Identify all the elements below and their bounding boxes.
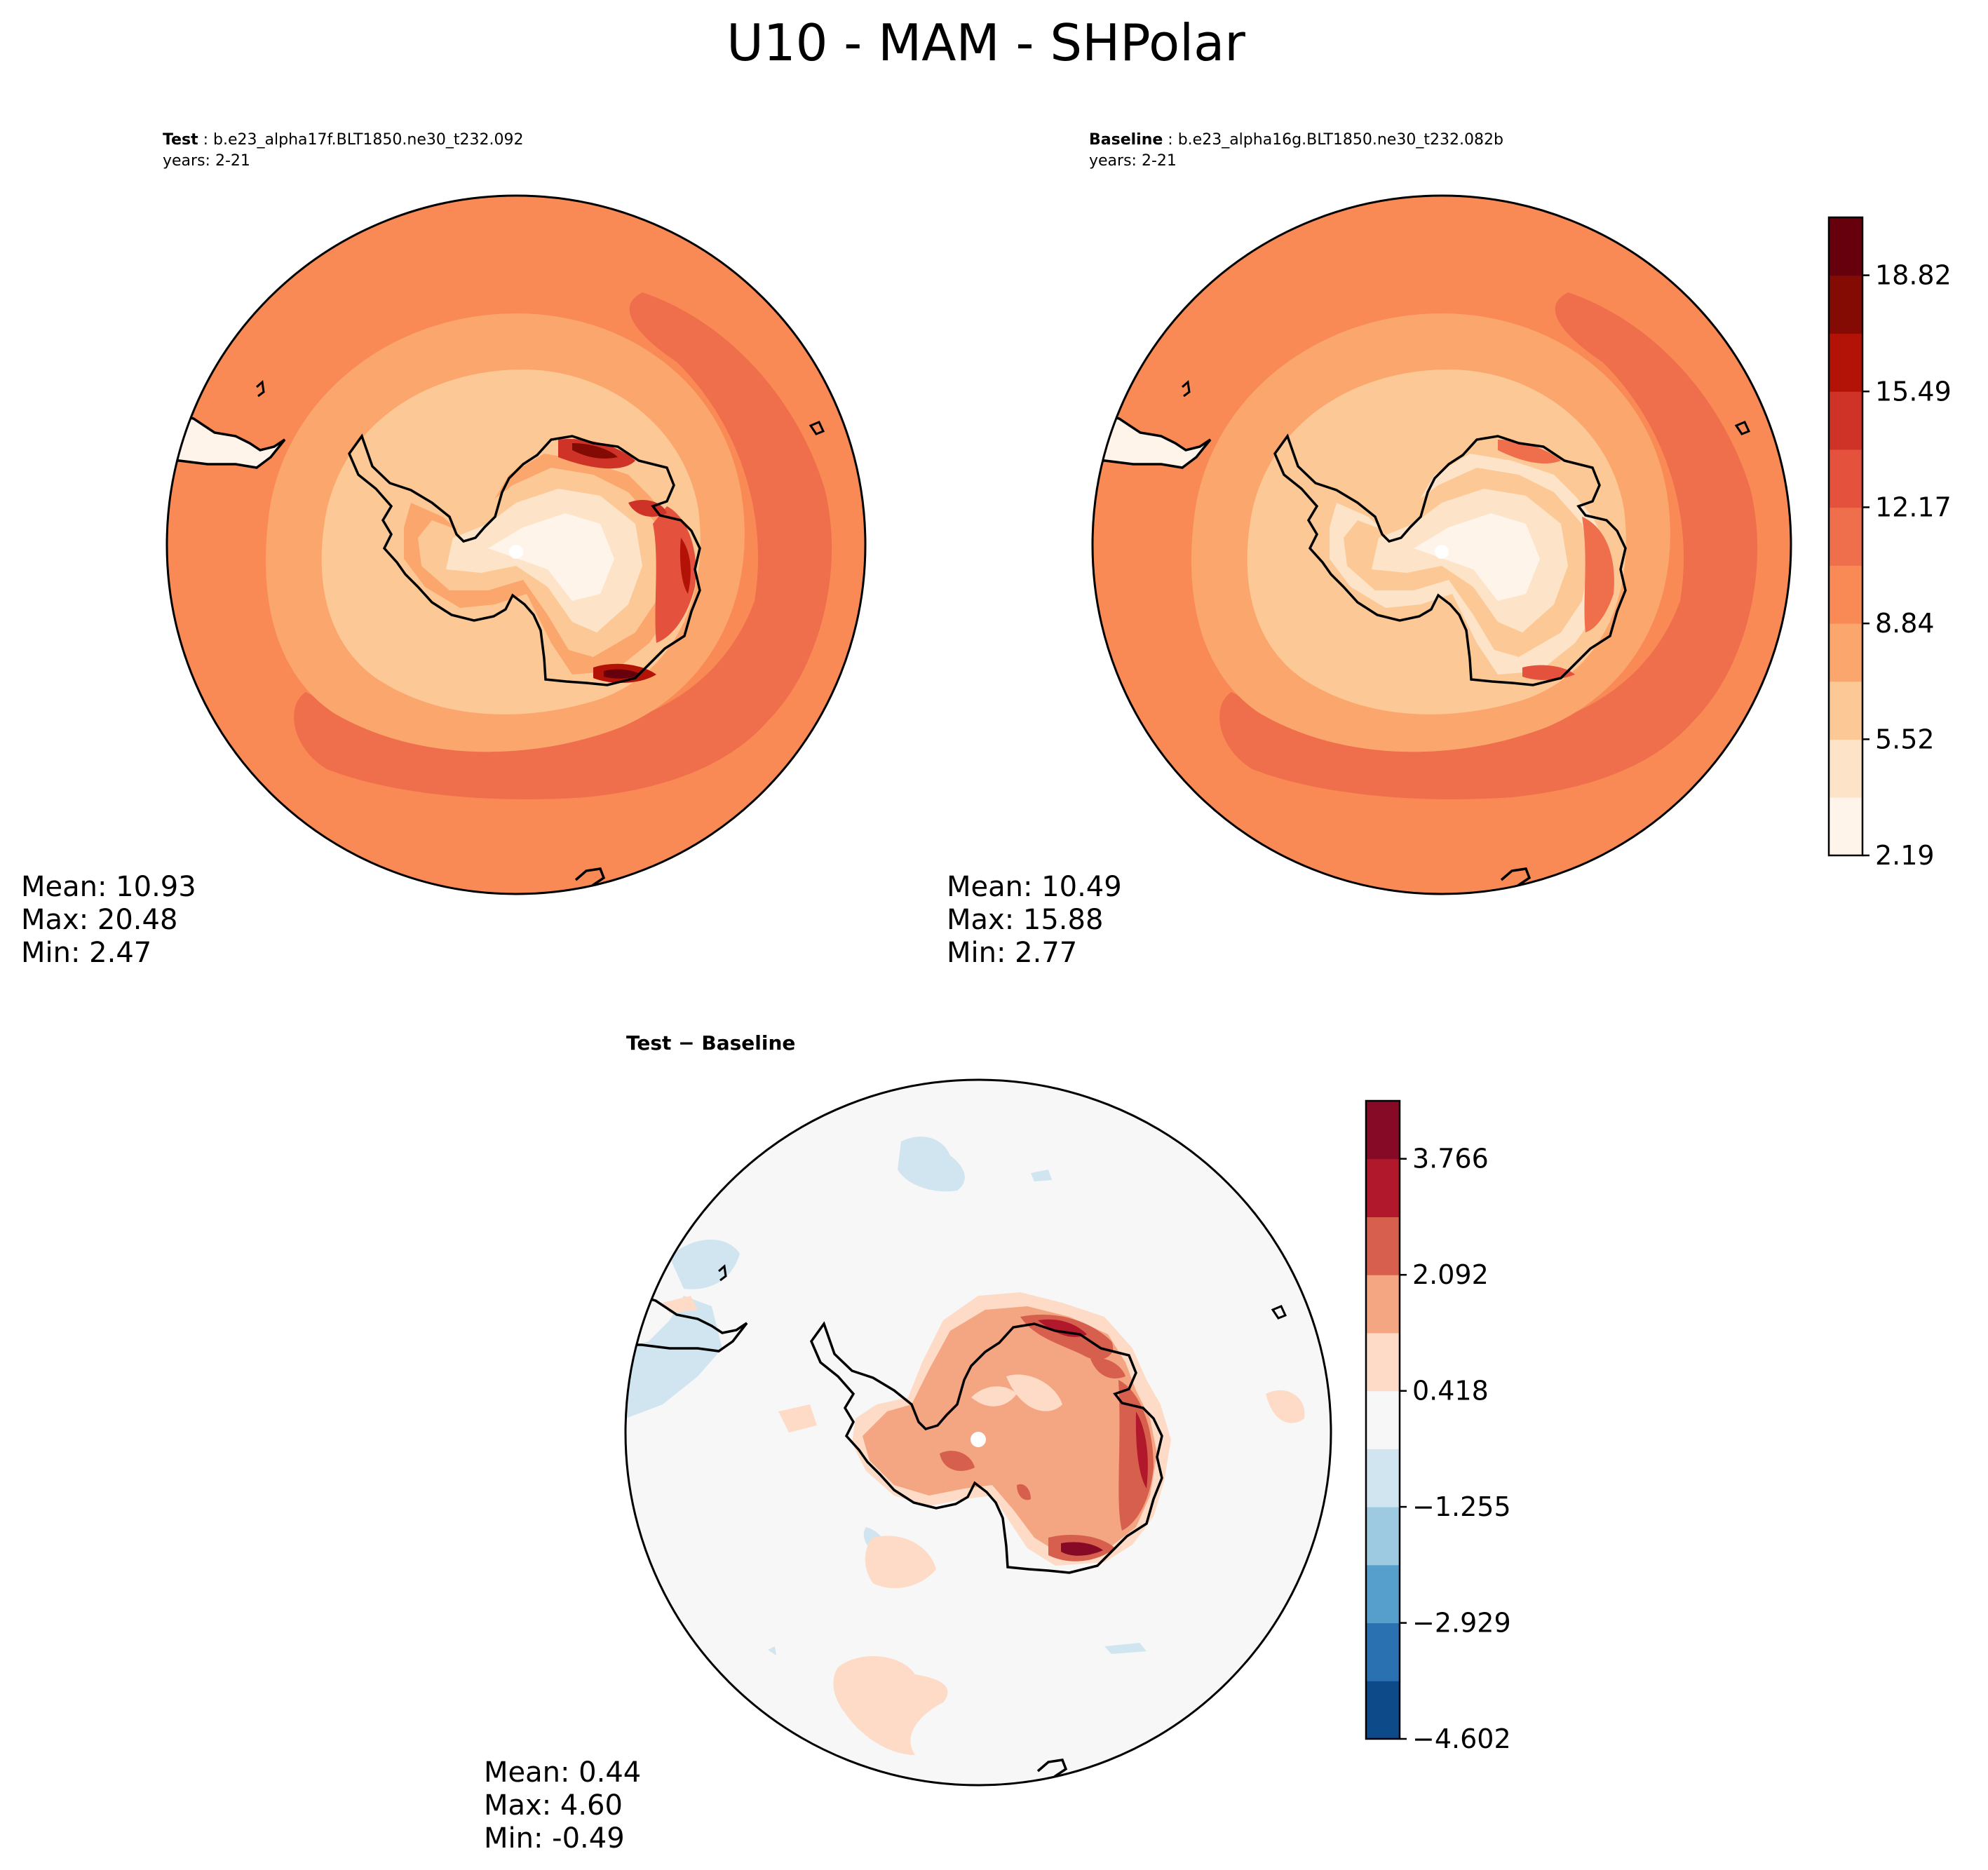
baseline-case-name: b.e23_alpha16g.BLT1850.ne30_t232.082b [1178, 131, 1503, 149]
test-map [165, 194, 867, 895]
abs-colorbar-segment [1829, 623, 1862, 682]
test-panel-header: Test : b.e23_alpha17f.BLT1850.ne30_t232.… [163, 131, 523, 149]
abs-colorbar-tick-label: 8.84 [1875, 608, 1935, 639]
test-hotspot-1b [572, 443, 618, 459]
test-band-13 [294, 292, 832, 800]
test-pole-gap [509, 545, 523, 559]
diff-colorbar: −4.602 −2.929 −1.255 0.418 2.092 3.766 [1365, 1099, 1511, 1754]
diff-colorbar-frame [1365, 1099, 1401, 1740]
baseline-max: Max: 15.88 [947, 904, 1103, 936]
baseline-map-boundary [1091, 194, 1792, 895]
baseline-panel-header: Baseline : b.e23_alpha16g.BLT1850.ne30_t… [1089, 131, 1503, 149]
baseline-panel: Baseline : b.e23_alpha16g.BLT1850.ne30_t… [947, 131, 1792, 969]
test-label: Test [163, 131, 198, 149]
baseline-pole-gap [1435, 545, 1449, 559]
figure-title: U10 - MAM - SHPolar [726, 13, 1245, 72]
abs-colorbar: 2.19 5.52 8.84 12.17 15.49 18.82 [1827, 216, 1952, 871]
diff-colorbar-segment [1366, 1217, 1400, 1275]
diff-ant-hot-2 [1118, 1380, 1154, 1531]
abs-colorbar-segment [1829, 507, 1862, 566]
diff-mean: Mean: 0.44 [484, 1756, 641, 1789]
baseline-mean: Mean: 10.49 [947, 871, 1122, 903]
diff-colorbar-segment [1366, 1332, 1400, 1392]
abs-colorbar-segment [1829, 449, 1862, 508]
abs-colorbar-segment [1829, 275, 1862, 334]
abs-colorbar-segment [1829, 797, 1862, 856]
diff-colorbar-segment [1366, 1681, 1400, 1740]
diff-colorbar-tick-label: 0.418 [1412, 1376, 1489, 1407]
diff-pole-gap [971, 1432, 986, 1447]
diff-neg-2 [626, 1296, 722, 1418]
diff-map-boundary [624, 1078, 1332, 1787]
baseline-hotspot-2 [1582, 517, 1614, 632]
diff-colorbar-tick-label: 3.766 [1412, 1144, 1489, 1174]
abs-colorbar-tick-label: 15.49 [1875, 376, 1952, 407]
diff-colorbar-tick-label: −2.929 [1412, 1608, 1511, 1639]
abs-colorbar-segment [1829, 739, 1862, 798]
test-hotspot-2b [679, 538, 691, 594]
diff-colorbar-segment [1366, 1275, 1400, 1334]
test-mean: Mean: 10.93 [21, 871, 196, 903]
test-min: Min: 2.47 [21, 937, 151, 969]
diff-colorbar-segment [1366, 1449, 1400, 1507]
abs-colorbar-tick-label: 12.17 [1875, 492, 1952, 522]
abs-colorbar-tick-label: 18.82 [1875, 260, 1952, 291]
diff-colorbar-segment [1366, 1158, 1400, 1217]
diff-pos-ocean-1 [833, 1655, 948, 1755]
diff-colorbar-tick-label: 2.092 [1412, 1259, 1489, 1290]
test-hotspot-2 [653, 506, 696, 643]
test-hotspot-3b [604, 669, 641, 679]
test-band-12 [167, 489, 236, 643]
diff-panel: Test − Baseline [484, 1031, 1332, 1855]
diff-neg-1 [898, 1136, 965, 1192]
abs-colorbar-segment [1829, 391, 1862, 450]
diff-colorbar-segment [1366, 1564, 1400, 1624]
baseline-map [1091, 194, 1792, 895]
baseline-sep: : [1163, 131, 1177, 149]
baseline-hotspot-1 [1498, 440, 1561, 464]
diff-max: Max: 4.60 [484, 1789, 623, 1822]
baseline-years: years: 2-21 [1089, 152, 1177, 170]
abs-colorbar-tick-label: 2.19 [1875, 840, 1935, 871]
test-case-name: b.e23_alpha17f.BLT1850.ne30_t232.092 [213, 131, 523, 149]
baseline-band-13 [1219, 292, 1758, 800]
abs-colorbar-segment [1829, 681, 1862, 740]
abs-colorbar-frame [1827, 216, 1864, 857]
diff-colorbar-tick-label: −4.602 [1412, 1723, 1511, 1754]
diff-ant-band-2 [863, 1306, 1157, 1555]
diff-colorbar-segment [1366, 1507, 1400, 1566]
diff-map [624, 1078, 1332, 1787]
diff-colorbar-tick-label: −1.255 [1412, 1491, 1511, 1522]
test-years: years: 2-21 [163, 152, 250, 170]
abs-colorbar-segment [1829, 217, 1862, 276]
diff-title: Test − Baseline [626, 1031, 795, 1055]
baseline-label: Baseline [1089, 131, 1163, 149]
test-map-boundary [165, 194, 867, 895]
baseline-min: Min: 2.77 [947, 937, 1077, 969]
diff-min: Min: -0.49 [484, 1822, 625, 1855]
diff-colorbar-segment [1366, 1622, 1400, 1681]
abs-colorbar-segment [1829, 333, 1862, 392]
diff-colorbar-segment [1366, 1390, 1400, 1449]
diff-colorbar-segment [1366, 1101, 1400, 1160]
test-panel: Test : b.e23_alpha17f.BLT1850.ne30_t232.… [21, 131, 867, 969]
abs-colorbar-tick-label: 5.52 [1875, 724, 1935, 754]
abs-colorbar-segment [1829, 565, 1862, 624]
test-max: Max: 20.48 [21, 904, 177, 936]
test-sep: : [198, 131, 213, 149]
